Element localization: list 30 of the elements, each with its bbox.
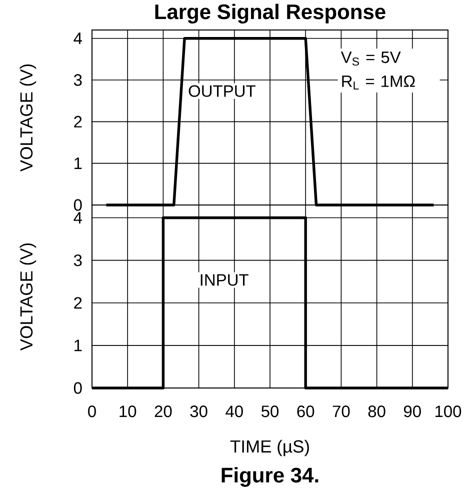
x-tick-label: 100: [435, 406, 462, 418]
y-tick-label: 3: [74, 254, 82, 266]
y-tick-label: 0: [74, 199, 82, 211]
x-tick-label: 50: [261, 406, 279, 418]
x-tick-label: 60: [297, 406, 314, 418]
y-tick-label: 2: [74, 116, 82, 128]
y-tick-label: 3: [74, 74, 82, 86]
chart-title: Large Signal Response: [155, 4, 386, 24]
caption: Figure 34.: [222, 467, 318, 487]
x-tick-label: 0: [88, 406, 96, 418]
x-tick-label: 90: [404, 406, 421, 418]
annotation: V$_{S}$ = 5V: [340, 52, 401, 66]
y-tick-label: 4: [74, 32, 82, 44]
y-tick-label: 4: [74, 212, 82, 224]
x-tick-label: 20: [154, 406, 172, 418]
x-tick-label: 80: [368, 406, 386, 418]
series-label: OUTPUT: [188, 85, 256, 97]
x-tick-label: 70: [332, 406, 350, 418]
y-tick-label: 0: [74, 382, 82, 394]
y-axis-title: VOLTAGE (V): [20, 64, 36, 172]
x-tick-label: 10: [120, 406, 136, 418]
x-tick-label: 40: [226, 406, 243, 418]
x-axis-title: TIME (µS): [230, 440, 309, 456]
text: INPUT: [200, 274, 248, 286]
y-axis-title: VOLTAGE (V): [20, 243, 36, 351]
annotation: R$_{L}$ = 1MΩ: [342, 75, 415, 90]
x-tick-label: 30: [190, 406, 208, 418]
y-tick-label: 1: [74, 340, 82, 352]
y-tick-label: 2: [74, 297, 82, 309]
y-tick-label: 1: [74, 158, 82, 170]
